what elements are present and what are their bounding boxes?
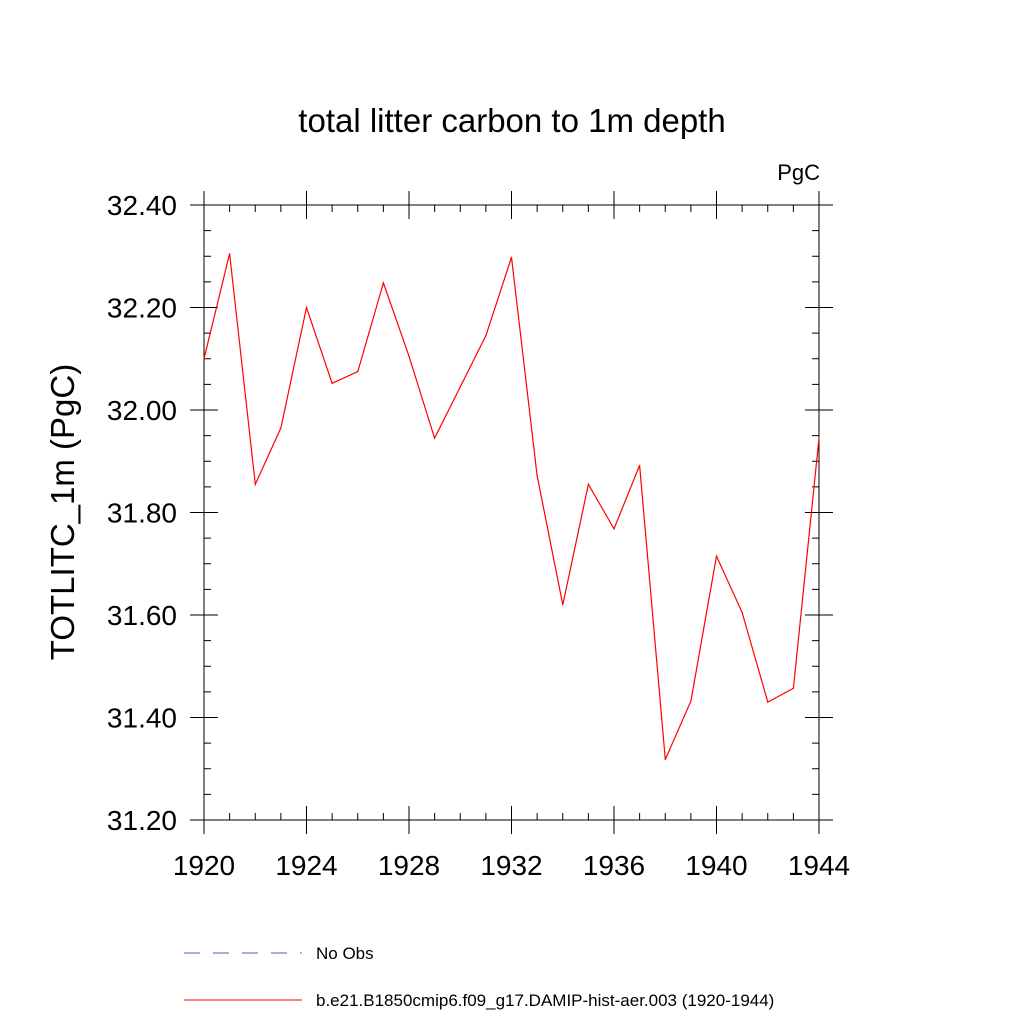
x-tick-label: 1932 — [480, 850, 542, 881]
data-point — [639, 464, 641, 466]
data-point — [408, 355, 410, 357]
data-point — [229, 253, 231, 255]
data-point — [331, 382, 333, 384]
chart-title: total litter carbon to 1m depth — [298, 102, 725, 139]
x-tick-label: 1920 — [173, 850, 235, 881]
units-label: PgC — [777, 160, 820, 185]
data-point — [613, 528, 615, 530]
y-axis-label: TOTLITC_1m (PgC) — [44, 364, 81, 660]
data-point — [792, 687, 794, 689]
data-point — [254, 483, 256, 485]
data-point — [664, 758, 666, 761]
x-tick-label: 1924 — [275, 850, 337, 881]
legend: No Obs b.e21.B1850cmip6.f09_g17.DAMIP-his… — [184, 944, 774, 1010]
y-tick-label: 31.60 — [107, 600, 177, 631]
x-tick-label: 1928 — [378, 850, 440, 881]
legend-label: No Obs — [316, 944, 374, 963]
data-point — [690, 700, 692, 702]
x-tick-label: 1940 — [685, 850, 747, 881]
data-point — [767, 701, 769, 703]
data-point — [434, 437, 436, 439]
legend-label: b.e21.B1850cmip6.f09_g17.DAMIP-hist-aer.… — [316, 991, 774, 1010]
data-point — [536, 475, 538, 477]
x-tick-label: 1936 — [583, 850, 645, 881]
y-tick-label: 31.20 — [107, 805, 177, 836]
data-point — [818, 437, 820, 439]
data-series — [203, 253, 820, 761]
data-point — [280, 427, 282, 429]
axis-ticks — [190, 191, 833, 834]
data-point — [305, 306, 308, 309]
data-point — [357, 370, 359, 373]
y-tick-label: 32.00 — [107, 395, 177, 426]
plot-frame — [203, 204, 820, 821]
axis-tick-labels: 1920 1924 1928 1932 1936 1940 1944 31.20 31.40 31… — [107, 190, 850, 881]
y-tick-label: 32.20 — [107, 293, 177, 324]
data-point — [741, 611, 743, 614]
series-line — [203, 253, 820, 760]
data-point — [203, 358, 205, 360]
y-tick-label: 31.80 — [107, 498, 177, 529]
data-point — [715, 555, 718, 557]
x-tick-label: 1944 — [788, 850, 850, 881]
data-point — [459, 386, 461, 388]
y-tick-label: 32.40 — [107, 190, 177, 221]
data-point — [510, 256, 513, 258]
y-tick-label: 31.40 — [107, 703, 177, 734]
data-point — [562, 604, 564, 606]
data-point — [382, 282, 384, 284]
data-point — [587, 483, 589, 485]
data-point — [485, 335, 487, 337]
